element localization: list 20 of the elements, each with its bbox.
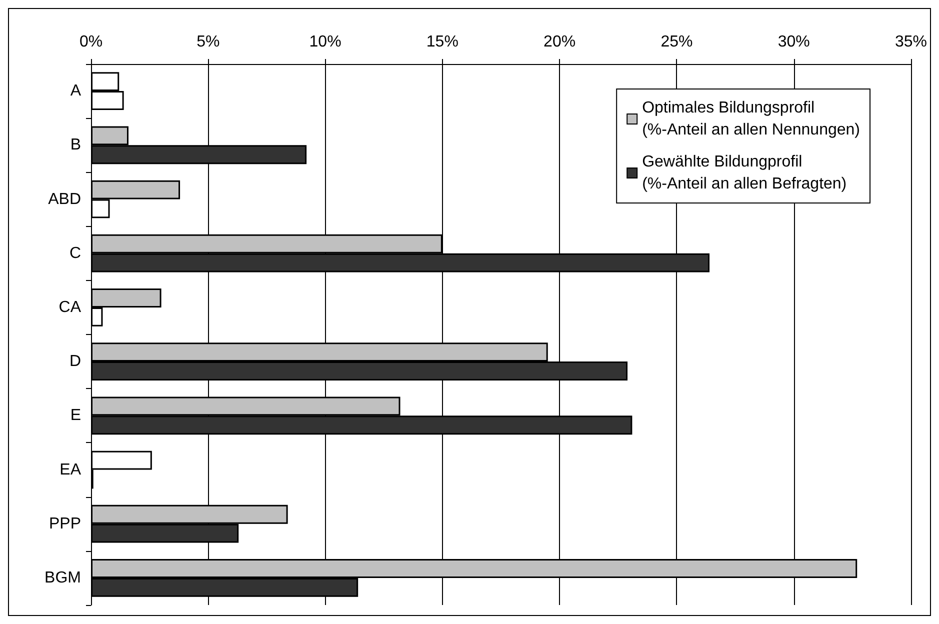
y-tick-label: PPP: [48, 515, 81, 532]
y-tick-label: BGM: [44, 569, 81, 586]
x-tick-label: 5%: [196, 34, 220, 50]
x-tick-label: 35%: [894, 34, 928, 50]
x-tick-label: 10%: [309, 34, 342, 50]
legend-label: Gewählte Bildungprofil (%-Anteil an allen Befragten): [642, 154, 847, 192]
y-tick-label: D: [69, 353, 81, 370]
y-tick-label: A: [70, 82, 82, 100]
x-tick-label: 30%: [778, 34, 810, 50]
y-tick-label: CA: [58, 298, 82, 316]
x-tick-label: 0%: [79, 34, 103, 50]
x-tick-label: 20%: [544, 34, 576, 50]
y-tick-label: E: [70, 407, 81, 424]
y-tick-label: B: [70, 136, 81, 154]
y-tick-label: EA: [60, 461, 82, 478]
x-tick-label: 15%: [426, 34, 458, 50]
x-tick-label: 25%: [660, 34, 693, 50]
legend-label: Optimales Bildungsprofil (%-Anteil an allen Nennungen): [642, 100, 860, 138]
y-tick-label: ABD: [48, 190, 81, 208]
y-tick-label: C: [69, 244, 81, 262]
